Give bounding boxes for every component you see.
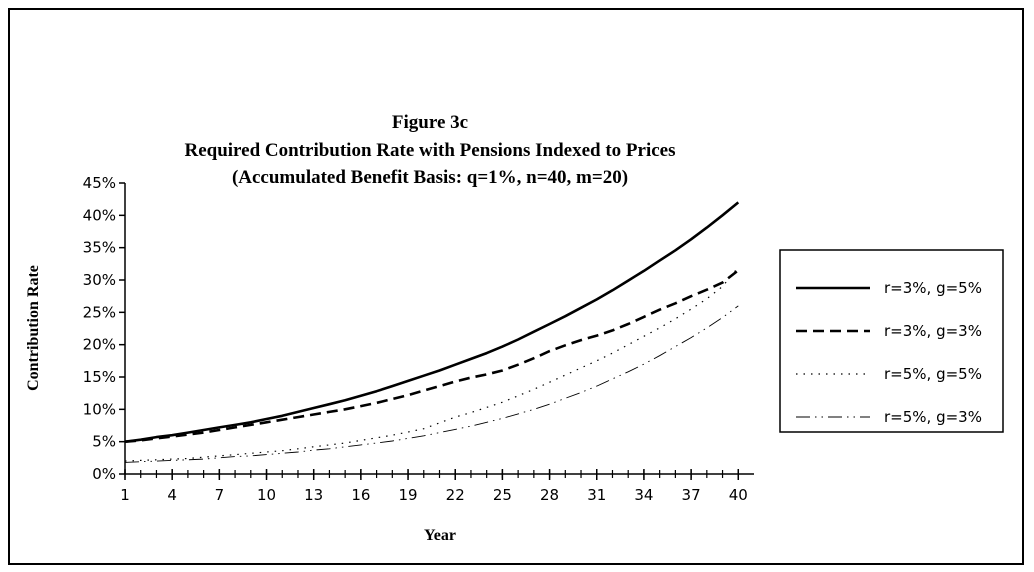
chart-subtitle: (Accumulated Benefit Basis: q=1%, n=40, …: [232, 167, 628, 188]
x-tick-label: 22: [446, 486, 465, 504]
y-tick-label: 10%: [83, 400, 116, 418]
y-tick-label: 45%: [83, 174, 116, 192]
series-line: [124, 305, 739, 463]
x-tick-label: 7: [215, 486, 225, 504]
y-tick-label: 20%: [83, 336, 116, 354]
y-tick-label: 40%: [83, 206, 116, 224]
legend-box: [779, 249, 1004, 433]
x-tick-label: 4: [167, 486, 177, 504]
series-line: [124, 269, 740, 443]
legend-label: r=3%, g=5%: [884, 279, 982, 297]
y-tick-label: 0%: [92, 465, 116, 483]
x-tick-label: 34: [634, 486, 653, 504]
chart-title: Figure 3c: [392, 112, 468, 133]
x-tick-label: 37: [682, 486, 701, 504]
x-tick-label: 28: [540, 486, 559, 504]
y-tick-label: 5%: [92, 433, 116, 451]
x-tick-label: 10: [257, 486, 276, 504]
y-tick-label: 35%: [83, 239, 116, 257]
legend-label: r=5%, g=5%: [884, 365, 982, 383]
y-tick-label: 15%: [83, 368, 116, 386]
chart-subtitle: Required Contribution Rate with Pensions…: [184, 140, 675, 161]
y-tick-label: 25%: [83, 303, 116, 321]
x-tick-label: 13: [304, 486, 323, 504]
legend-label: r=3%, g=3%: [884, 322, 982, 340]
series-line: [124, 266, 739, 462]
x-tick-label: 40: [729, 486, 748, 504]
x-tick-label: 1: [120, 486, 130, 504]
frame: [8, 8, 1024, 565]
x-tick-label: 19: [399, 486, 418, 504]
legend-label: r=5%, g=3%: [884, 408, 982, 426]
x-tick-label: 16: [351, 486, 370, 504]
y-axis-label: Contribution Rate: [25, 265, 42, 391]
series-line: [124, 201, 740, 443]
x-tick-label: 31: [587, 486, 606, 504]
y-tick-label: 30%: [83, 271, 116, 289]
x-tick-label: 25: [493, 486, 512, 504]
x-axis-label: Year: [424, 527, 456, 544]
